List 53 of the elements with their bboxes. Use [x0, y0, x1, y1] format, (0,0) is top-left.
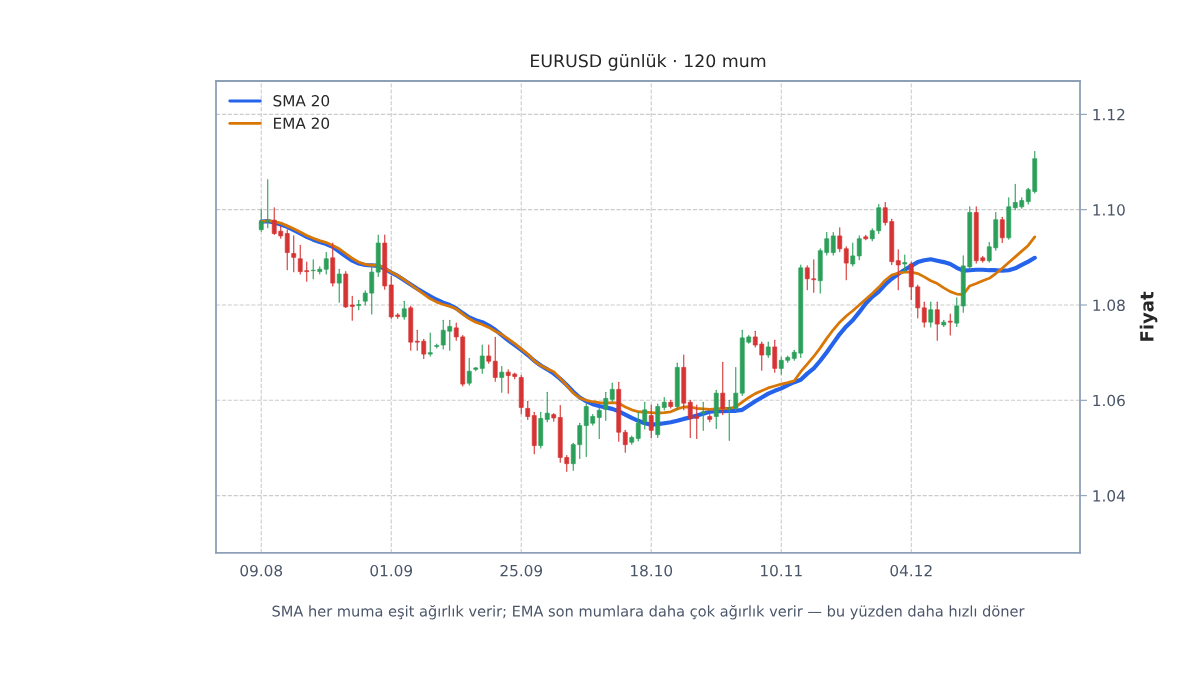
candlestick [525, 400, 531, 420]
candlestick [954, 297, 960, 327]
candlestick [934, 301, 940, 341]
legend-label: SMA 20 [273, 95, 330, 107]
candlestick [856, 235, 862, 261]
candlestick [928, 301, 934, 328]
candlestick [596, 407, 602, 439]
candlestick [642, 401, 648, 430]
candlestick [772, 339, 778, 373]
text: SMA her muma eşit ağırlık verir; EMA son mumlara daha çok ağırlık verir — bu yüzden daha hızlı döner [272, 604, 1025, 620]
candlestick [895, 249, 901, 291]
candlestick [720, 361, 726, 416]
candlestick [291, 235, 297, 273]
x-tick-label: 18.10 [631, 564, 673, 577]
candlestick [466, 357, 472, 386]
candlestick [713, 389, 719, 429]
candlestick [843, 246, 849, 281]
candlestick [999, 216, 1005, 244]
legend-label: EMA 20 [274, 117, 330, 129]
y-tick-label: 1.08 [1093, 299, 1125, 312]
candlestick [947, 313, 953, 336]
candlestick [700, 401, 706, 431]
candlestick [401, 300, 407, 320]
candlestick [837, 227, 843, 253]
x-tick-label: 25.09 [500, 564, 543, 577]
candlestick [622, 429, 628, 453]
candlestick [349, 295, 355, 321]
chart-title: EURUSD günlük · 120 mum [531, 53, 766, 71]
candlestick [486, 344, 492, 364]
candlestick [336, 268, 342, 303]
y-tick-label: 1.06 [1093, 394, 1125, 407]
candlestick [609, 382, 615, 402]
candlestick [648, 404, 654, 439]
y-tick-label: 1.10 [1093, 204, 1125, 216]
y-tick-label: 1.12 [1093, 108, 1125, 121]
candlestick [921, 301, 927, 328]
candlestick [830, 232, 836, 256]
candlestick [427, 332, 433, 357]
x-tick-label: 01.09 [370, 564, 413, 577]
x-tick-label: 04.12 [890, 564, 932, 577]
candlestick [850, 242, 856, 267]
candlestick [544, 391, 550, 423]
candlestick [323, 252, 329, 275]
candlestick [284, 229, 290, 271]
x-tick-label: 09.08 [240, 564, 283, 577]
y-axis-title: Fiyat [1139, 291, 1158, 341]
candlestick [635, 411, 641, 442]
y-tick-label: 1.04 [1093, 490, 1125, 502]
candlestick [492, 336, 498, 382]
candlestick [479, 344, 485, 374]
x-tick-label: 10.11 [761, 564, 802, 577]
candlestick [603, 391, 609, 421]
candlestick [499, 365, 505, 393]
